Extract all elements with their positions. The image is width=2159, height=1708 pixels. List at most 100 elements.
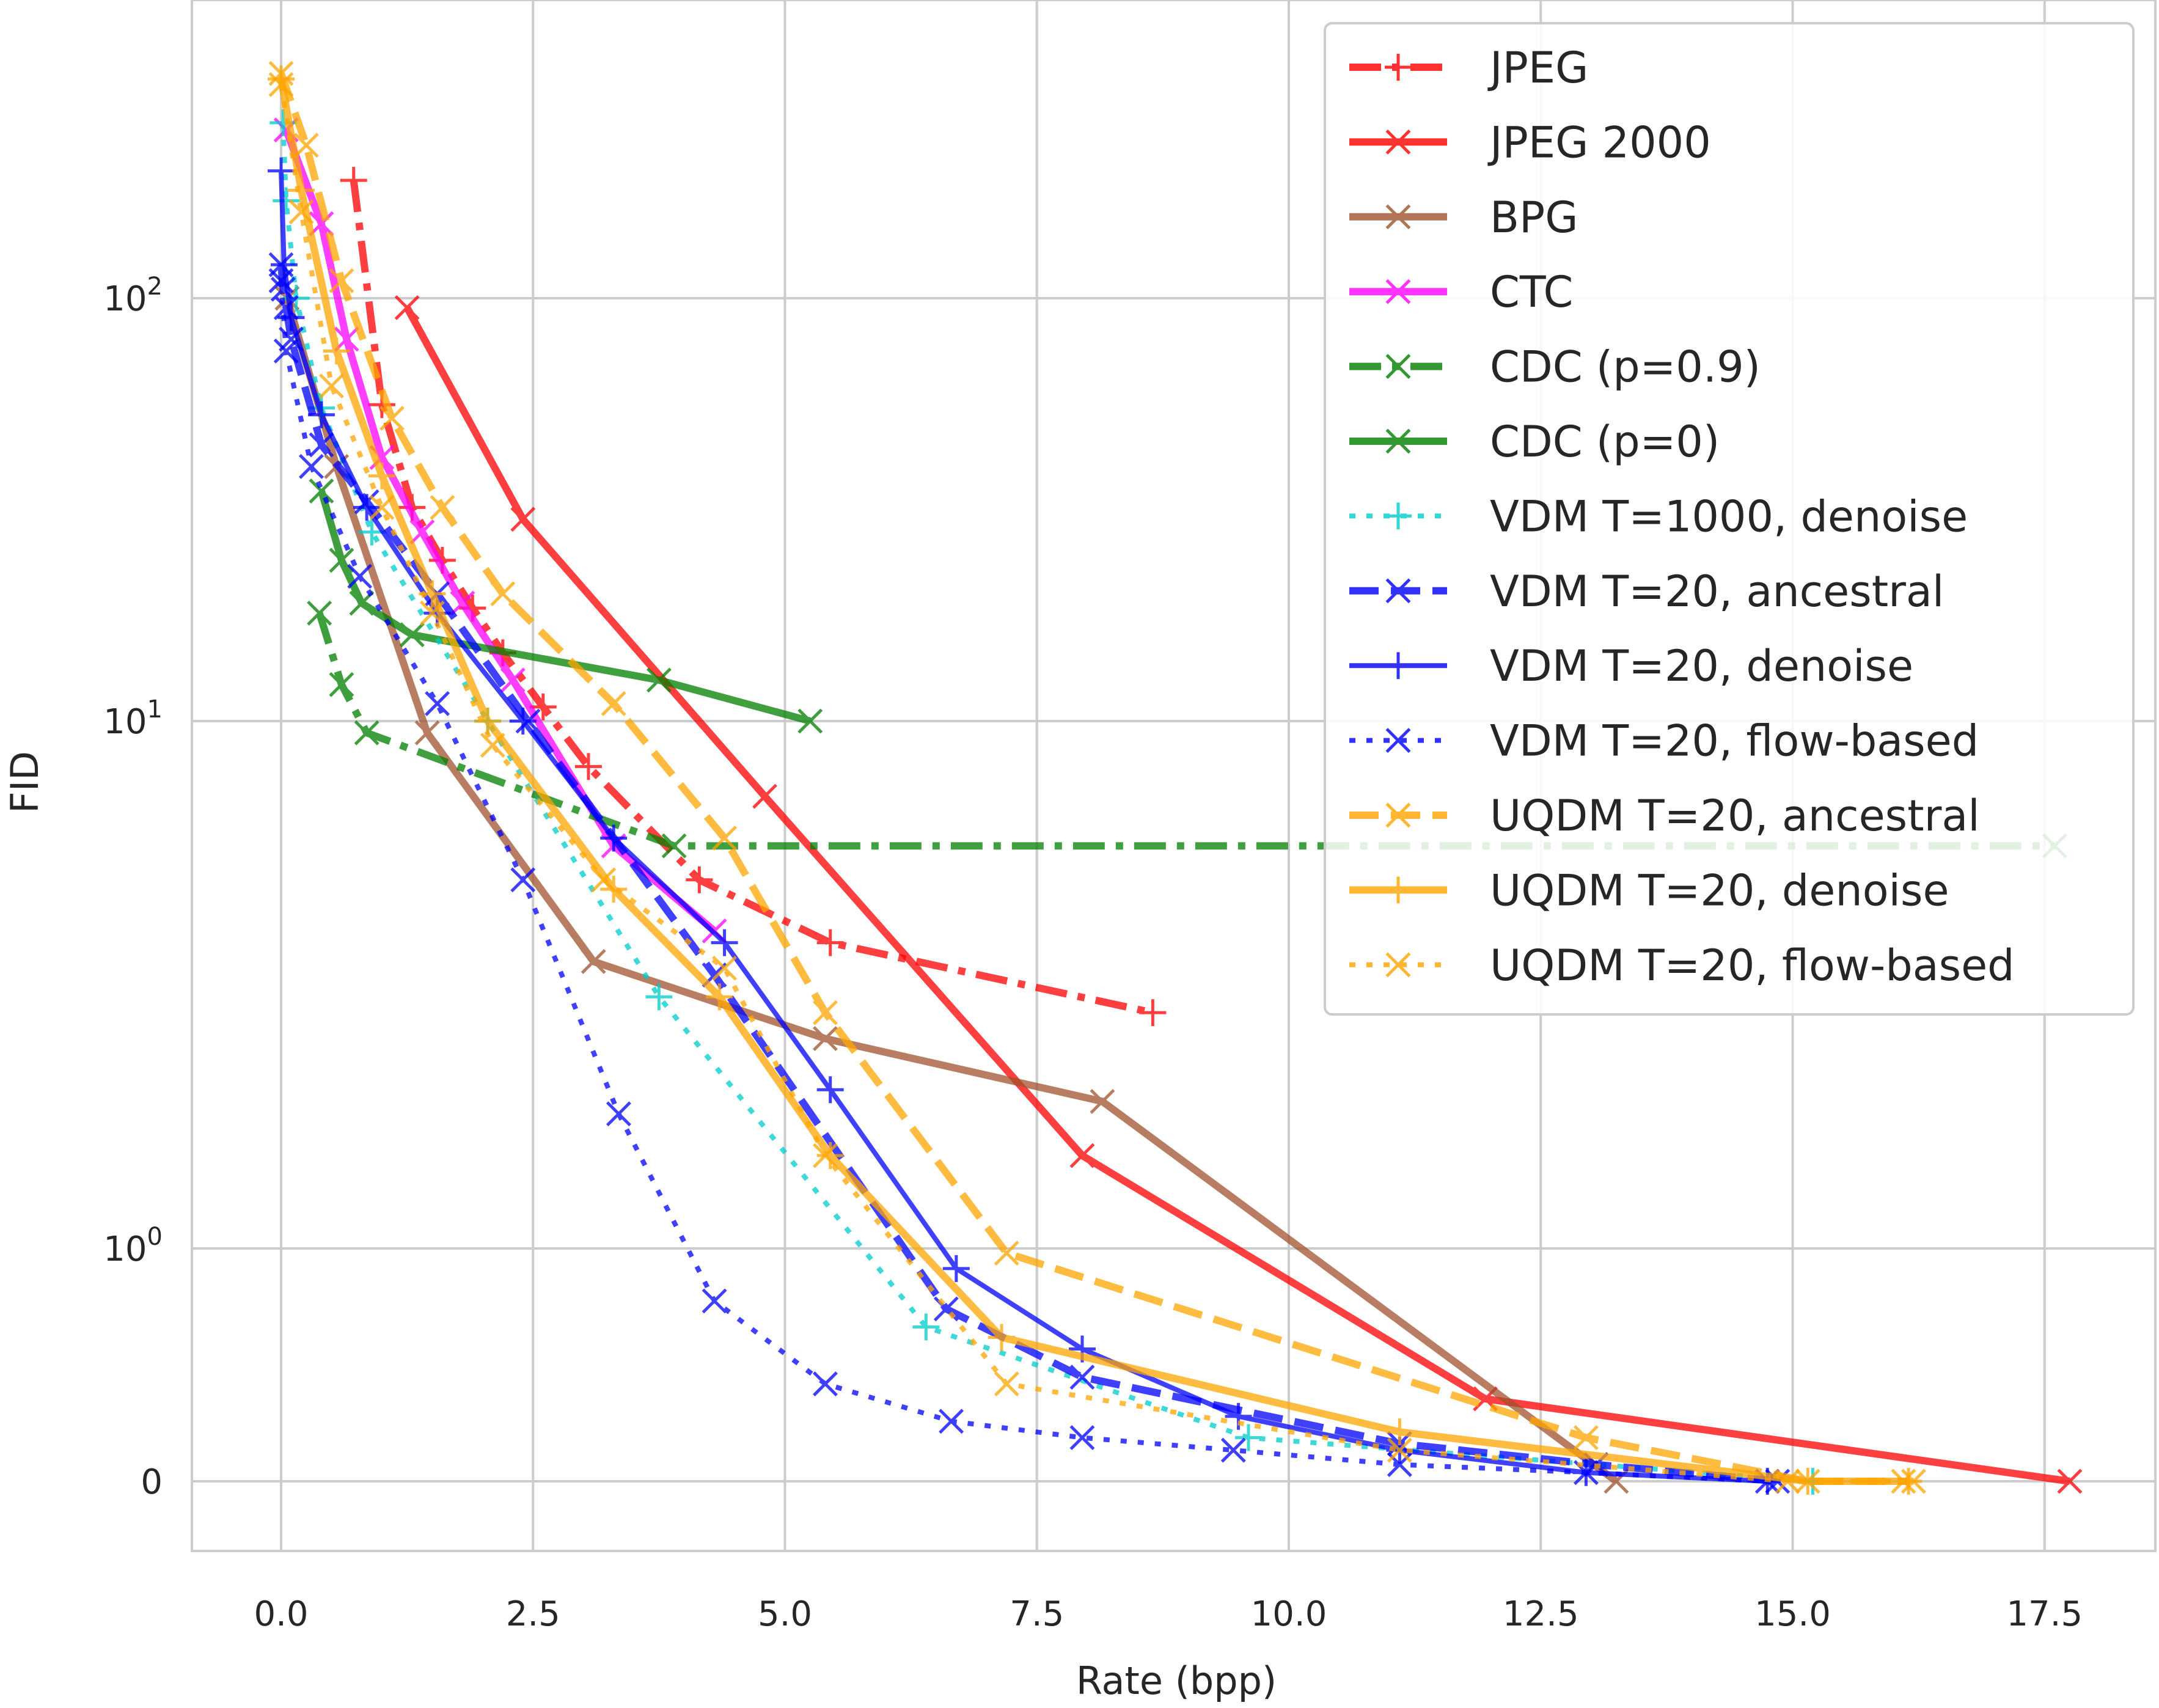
data-point xyxy=(812,1026,838,1052)
data-point xyxy=(1069,1425,1095,1451)
x-tick-label: 15.0 xyxy=(1754,1594,1831,1634)
data-point xyxy=(812,1143,838,1168)
x-marker xyxy=(1385,204,1411,230)
data-point xyxy=(1387,1437,1412,1463)
x-tick-label: 5.0 xyxy=(758,1594,812,1634)
data-point xyxy=(474,708,502,735)
data-point xyxy=(1573,1425,1599,1451)
data-point xyxy=(1775,1468,1800,1494)
data-point xyxy=(368,462,395,489)
data-point xyxy=(1069,1143,1095,1168)
data-point xyxy=(293,133,319,158)
legend-item xyxy=(1349,652,1447,680)
legend-label: UQDM T=20, ancestral xyxy=(1490,791,1980,841)
legend-label: VDM T=20, ancestral xyxy=(1490,566,1944,617)
data-point xyxy=(287,177,315,204)
y-tick-label: 102 xyxy=(103,273,163,319)
x-marker xyxy=(1385,354,1411,379)
data-point xyxy=(600,824,628,852)
data-point xyxy=(425,691,450,716)
legend-item xyxy=(1349,952,1447,978)
data-point xyxy=(1139,999,1167,1027)
data-point xyxy=(752,783,777,809)
data-point xyxy=(510,507,536,532)
legend-item xyxy=(1349,54,1447,81)
data-point xyxy=(430,494,455,520)
data-point xyxy=(307,600,332,626)
x-tick-label: 10.0 xyxy=(1251,1594,1327,1634)
data-point xyxy=(816,1142,844,1170)
data-point xyxy=(273,338,299,364)
data-point xyxy=(994,1371,1019,1397)
legend-item xyxy=(1349,802,1447,828)
data-point xyxy=(318,373,344,399)
data-point xyxy=(686,866,713,893)
legend-item xyxy=(1349,876,1447,904)
data-point xyxy=(994,1241,1019,1266)
data-point xyxy=(354,720,379,746)
data-point xyxy=(347,563,373,589)
data-point xyxy=(939,1409,964,1434)
data-point xyxy=(394,295,420,320)
data-point xyxy=(419,600,445,626)
plus-marker xyxy=(1385,502,1412,530)
data-point xyxy=(797,708,823,734)
data-point xyxy=(268,157,295,185)
plus-marker xyxy=(1385,54,1412,81)
plus-marker xyxy=(1385,652,1412,680)
data-point xyxy=(645,983,673,1011)
data-point xyxy=(409,519,435,545)
x-tick-label: 17.5 xyxy=(2006,1594,2083,1634)
x-marker xyxy=(1385,802,1411,828)
legend-item xyxy=(1349,502,1447,530)
data-point xyxy=(712,825,738,851)
series-uqdm-t-20-flow-based xyxy=(268,71,1916,1494)
data-point xyxy=(661,833,687,859)
legend-label: JPEG 2000 xyxy=(1487,117,1711,167)
data-point xyxy=(646,667,672,693)
data-point xyxy=(988,1324,1016,1351)
y-tick-label: 101 xyxy=(103,695,163,742)
legend-item xyxy=(1349,578,1447,604)
data-point xyxy=(273,187,300,214)
data-point xyxy=(591,867,617,893)
x-marker xyxy=(1385,728,1411,753)
data-point xyxy=(329,268,354,293)
data-point xyxy=(270,251,298,279)
data-point xyxy=(500,667,526,693)
legend-label: UQDM T=20, denoise xyxy=(1490,865,1949,915)
data-point xyxy=(812,1000,838,1025)
x-marker xyxy=(1385,952,1411,978)
data-point xyxy=(581,949,606,974)
data-point xyxy=(509,708,537,735)
series-line xyxy=(280,122,1813,1484)
data-point xyxy=(606,1101,631,1127)
data-point xyxy=(816,1076,844,1104)
x-tick-label: 12.5 xyxy=(1503,1594,1579,1634)
x-tick-labels: 0.0 2.5 5.0 7.5 10.0 12.5 15.0 17.5 xyxy=(254,1594,2083,1634)
legend-item xyxy=(1349,279,1447,304)
series-jpeg-2000 xyxy=(394,295,2083,1494)
plus-marker xyxy=(1385,876,1412,904)
x-marker xyxy=(1385,428,1411,454)
legend-label: VDM T=20, denoise xyxy=(1490,641,1913,691)
legend: JPEG JPEG 2000 BPG CTC CDC (p=0.9) CDC (p=0) V… xyxy=(1324,22,2135,1016)
data-point xyxy=(1895,1468,1923,1495)
x-marker xyxy=(1385,279,1411,304)
legend-label: JPEG xyxy=(1487,43,1588,93)
data-point xyxy=(414,720,440,746)
y-tick-labels: 0 100 101 102 xyxy=(103,273,163,1502)
y-axis-label: FID xyxy=(2,751,47,813)
data-point xyxy=(912,1313,940,1341)
data-point xyxy=(702,1288,727,1314)
series-line xyxy=(279,170,1768,1484)
data-point xyxy=(942,1255,970,1282)
data-point xyxy=(490,581,516,607)
data-point xyxy=(379,406,405,431)
series-line xyxy=(318,489,812,725)
data-point xyxy=(706,983,733,1011)
data-point xyxy=(2057,1468,2083,1494)
x-marker xyxy=(1385,578,1411,604)
data-point xyxy=(273,295,299,320)
